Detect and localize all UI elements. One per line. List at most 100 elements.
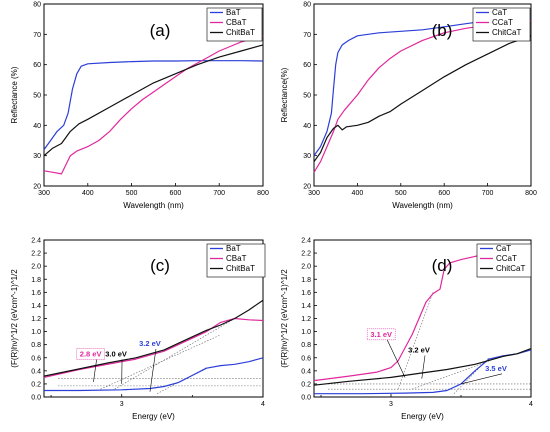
panel-a-x-tick-label: 800 (257, 190, 269, 197)
panel-c-legend-entry: ChitBaT (226, 264, 255, 273)
panel-d-y-axis-label: (F(R)hν)^1/2 (eVcm^-1)^1/2 (280, 269, 289, 368)
panel-c-y-tick-label: 0.4 (31, 368, 41, 375)
panel-d-annotation-label: 3.1 eV (370, 330, 392, 339)
panel-c-y-tick-label: 0.6 (31, 355, 41, 362)
panel-b-x-tick-label: 700 (482, 190, 494, 197)
panel-b-y-tick-label: 70 (303, 32, 311, 39)
panel-a-y-tick-label: 40 (33, 123, 41, 130)
panel-b-label: (b) (432, 21, 453, 40)
panel-a-y-tick-label: 80 (33, 2, 41, 9)
panel-a-legend-entry: ChitBaT (226, 28, 255, 37)
panel-c-legend-entry: BaT (226, 244, 241, 253)
panel-b-y-tick-label: 30 (303, 153, 311, 160)
panel-c-y-axis-label: (F(R)hν)^1/2 (eVcm^-1)^1/2 (10, 269, 19, 368)
panel-c-series-CBaT (43, 317, 264, 378)
panel-b-y-tick-label: 80 (303, 2, 311, 9)
panel-a: 300 400 500 600 700 800 20 30 40 50 60 70 80 Waveleng… (10, 2, 269, 211)
panel-d-annotation-label: 3.2 eV (408, 346, 430, 355)
panel-c-series-ChitBaT (43, 299, 264, 377)
panel-d-y-tick-label: 0.6 (301, 355, 311, 362)
panel-d-x-axis-label: Energy (eV) (401, 412, 444, 421)
panel-a-x-axis-label: Wavelength (nm) (123, 201, 184, 210)
panel-d-y-tick-label: 0.8 (301, 342, 311, 349)
panel-b-series-CaT (313, 17, 532, 157)
panel-b-x-tick-label: 400 (352, 190, 364, 197)
panel-d-x-tick-label: 3 (389, 401, 393, 408)
panel-d-annotation-arrow (421, 355, 426, 379)
panel-c-y-tick-label: 0.2 (31, 381, 41, 388)
panel-c-series-BaT (44, 357, 264, 392)
panel-c-label: (c) (150, 256, 170, 275)
panel-d-y-tick-label: 1.0 (301, 329, 311, 336)
panel-a-y-tick-label: 50 (33, 93, 41, 100)
panel-c-y-tick-label: 2.2 (31, 251, 41, 258)
panel-b-legend-box (472, 7, 531, 42)
panel-b: 300 400 500 600 700 800 20 30 40 50 60 70 80 Waveleng… (280, 2, 537, 211)
panel-a-y-tick-label: 20 (33, 184, 41, 191)
panel-c-legend-entry: CBaT (226, 254, 247, 263)
panel-a-series-CBaT (43, 35, 264, 175)
panel-c-y-tick-label: 0.8 (31, 342, 41, 349)
panel-c-y-tick-label: 2.4 (31, 238, 41, 245)
panel-a-legend-entry: BaT (226, 8, 241, 17)
panel-c-annotation-box (76, 348, 105, 360)
panel-b-x-tick-label: 600 (438, 190, 450, 197)
panel-a-x-tick-label: 500 (126, 190, 138, 197)
panel-a-series-BaT (43, 60, 264, 150)
panel-d-y-tick-label: 2.4 (301, 238, 311, 245)
panel-d-label: (d) (432, 256, 453, 275)
panel-c-annotation-label: 2.8 eV (80, 349, 102, 358)
panel-c-y-tick-label: 2.0 (31, 264, 41, 271)
panel-d-y-tick-label: 0.0 (301, 395, 311, 402)
panel-c-y-tick-label: 1.6 (31, 290, 41, 297)
panel-a-x-tick-label: 300 (38, 190, 50, 197)
panel-c-y-tick-label: 1.8 (31, 277, 41, 284)
panel-b-series-CCaT (313, 20, 532, 173)
panel-b-y-tick-label: 50 (303, 93, 311, 100)
panel-a-legend-entry: CBaT (226, 18, 247, 27)
panel-a-x-tick-label: 700 (213, 190, 225, 197)
panel-a-y-axis-label: Reflectance (%) (10, 66, 19, 123)
panel-b-y-tick-label: 40 (303, 123, 311, 130)
panel-b-x-tick-label: 500 (395, 190, 407, 197)
panel-b-x-tick-label: 800 (525, 190, 537, 197)
panel-a-x-tick-label: 600 (170, 190, 182, 197)
panel-d-y-tick-label: 1.4 (301, 303, 311, 310)
panel-c-y-tick-label: 1.2 (31, 316, 41, 323)
panel-d-annotation-arrow (460, 373, 503, 385)
panel-d: 3 4 0.0 0.2 0.4 0.6 0.8 1.0 1.2 1.4 1.6 1.8 2.0 2.2 2.… (280, 238, 533, 422)
panel-c-y-tick-label: 0.0 (31, 395, 41, 402)
panel-c-legend-box (206, 243, 266, 278)
panel-c-guide-line (100, 334, 221, 390)
panel-d-y-tick-label: 2.2 (301, 251, 311, 258)
panel-d-series-ChitCaT (313, 348, 532, 386)
panel-b-legend-entry: ChitCaT (492, 28, 521, 37)
panel-a-series-ChitBaT (43, 44, 264, 157)
panel-b-series-ChitCaT (313, 35, 532, 163)
panel-c-annotation-label: 3.0 eV (105, 349, 127, 358)
panel-a-y-tick-label: 70 (33, 32, 41, 39)
panel-c: 3 4 0.0 0.2 0.4 0.6 0.8 1.0 1.2 1.4 1.6 1.8 2.0 2.2 2.… (10, 238, 266, 421)
panel-a-x-tick-label: 400 (82, 190, 94, 197)
panel-c-x-tick-label: 3 (120, 401, 124, 408)
panel-d-legend-entry: ChitCaT (496, 264, 525, 273)
panel-b-legend-entry: CaT (492, 8, 507, 17)
panel-c-y-tick-label: 1.0 (31, 329, 41, 336)
panel-d-y-tick-label: 1.8 (301, 277, 311, 284)
panel-d-guide-line (453, 357, 490, 394)
panel-d-annotation-arrow (386, 339, 406, 378)
panel-c-annotation-arrow (93, 359, 97, 382)
panel-b-legend-entry: CCaT (492, 18, 513, 27)
panel-d-y-tick-label: 1.2 (301, 316, 311, 323)
panel-c-guide-line (114, 318, 235, 390)
panel-b-x-axis-label: Wavelength (nm) (392, 201, 453, 210)
panel-d-annotation-box (366, 328, 396, 341)
panel-d-legend-box (476, 243, 532, 278)
panel-b-y-tick-label: 20 (303, 184, 311, 191)
panel-b-x-tick-label: 300 (308, 190, 320, 197)
panel-d-y-tick-label: 1.6 (301, 290, 311, 297)
panel-c-y-tick-label: 1.4 (31, 303, 41, 310)
panel-a-label: (a) (150, 21, 171, 40)
panel-c-annotation-label: 3.2 eV (139, 339, 161, 348)
